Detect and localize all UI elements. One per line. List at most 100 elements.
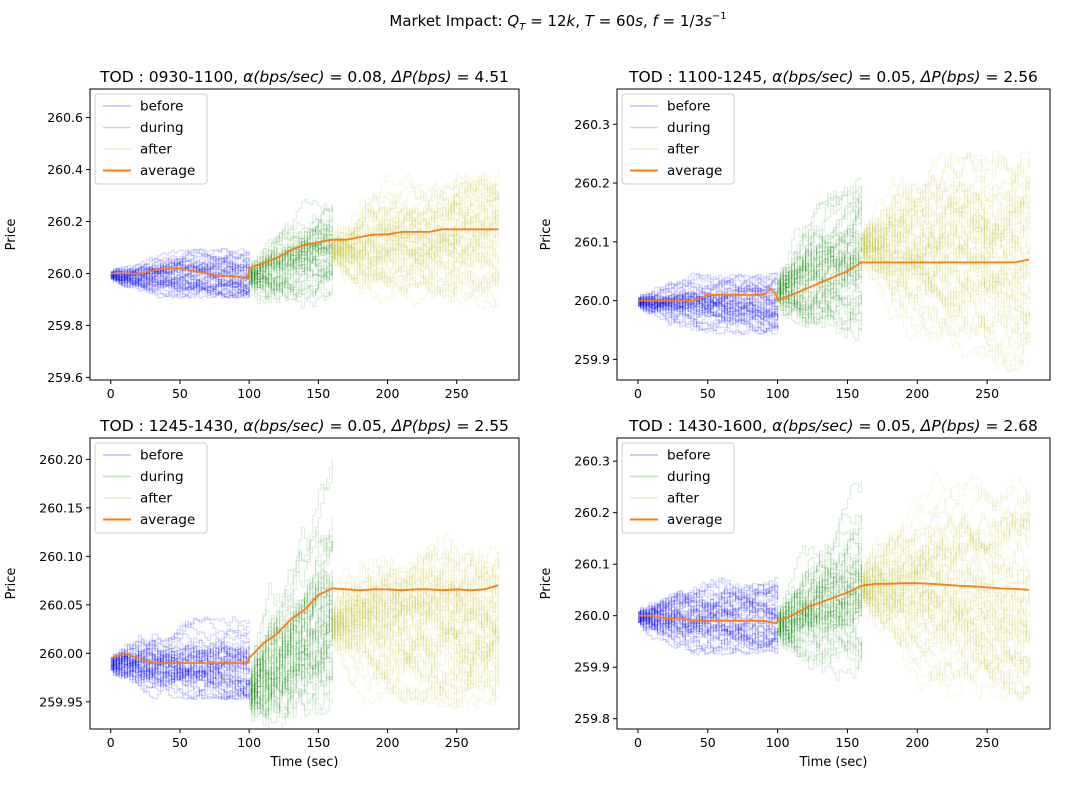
price-path [638,300,779,329]
price-path [249,267,333,298]
price-path [332,581,499,671]
price-path [777,207,862,319]
price-path [777,177,862,283]
price-path [861,200,1030,289]
price-path [249,676,333,729]
x-tick-label: 200 [905,386,929,401]
price-path [861,234,1030,345]
x-tick-label: 100 [766,735,790,750]
price-path [638,591,779,622]
price-path [110,648,250,671]
price-path [638,289,779,309]
price-path [332,201,499,242]
price-path [638,615,779,642]
price-path [110,621,250,667]
price-path [861,491,1030,602]
price-path [861,223,1030,280]
price-path [861,586,1030,687]
panel-title: TOD : 1100-1245, α(bps/sec) = 0.05, ΔP(b… [628,68,1038,86]
price-path [777,544,862,628]
price-path [249,213,333,271]
price-path [861,545,1030,587]
price-path [110,260,250,279]
price-path [249,250,333,285]
price-path [110,643,250,666]
price-path [638,578,779,616]
price-path [332,544,499,624]
price-path [777,288,862,323]
price-path [332,584,499,685]
price-path [249,599,333,701]
price-path [249,247,333,298]
series-during [777,480,862,681]
price-path [110,649,250,676]
y-axis-label: Price [4,219,19,251]
price-path [332,546,499,635]
price-path [332,171,499,262]
y-tick-label: 259.9 [574,352,610,367]
price-path [638,619,779,655]
price-path [110,271,250,288]
price-path [110,274,250,292]
y-axis-label: Price [4,568,19,600]
price-path [777,233,862,297]
price-path [861,235,1030,328]
price-path [638,272,779,318]
price-path [249,226,333,294]
price-path [332,235,499,286]
price-path [861,214,1030,325]
price-path [861,195,1030,295]
price-path [861,536,1030,645]
x-tick-label: 200 [905,735,929,750]
price-path [638,593,779,624]
price-path [332,592,499,688]
price-path [777,600,862,629]
price-path [249,206,333,275]
price-path [861,160,1030,252]
price-path [110,270,250,288]
x-tick-label: 50 [700,735,716,750]
price-path [332,587,499,672]
price-path [861,578,1030,694]
price-path [332,180,499,284]
price-path [861,518,1030,586]
legend-label-during: during [140,120,184,136]
price-path [332,182,499,252]
y-tick-label: 260.3 [574,117,610,132]
x-tick-label: 50 [172,735,188,750]
price-path [249,236,333,304]
price-path [332,253,499,297]
price-path [249,633,333,689]
price-path [638,613,779,652]
price-path [332,556,499,641]
legend: before during after average [94,93,208,185]
price-path [249,234,333,287]
price-path [777,602,862,671]
price-path [638,608,779,636]
price-path [861,225,1030,354]
legend-label-average: average [140,163,195,179]
price-path [638,585,779,618]
price-path [777,578,862,631]
price-path [110,257,250,279]
price-path [861,530,1030,594]
price-path [332,553,499,694]
price-path [332,210,499,272]
y-tick-label: 260.1 [574,234,610,249]
price-path [861,230,1030,302]
x-tick-label: 250 [975,386,999,401]
price-path [249,602,333,696]
price-path [110,270,250,298]
price-path [638,589,779,622]
price-path [110,663,250,696]
price-path [638,609,779,635]
price-path [777,295,862,342]
x-tick-label: 250 [445,386,469,401]
price-path [777,287,862,320]
price-path [777,544,862,621]
x-tick-label: 50 [172,386,188,401]
price-path [638,297,779,314]
price-path [249,575,333,708]
price-path [110,647,250,669]
price-path [249,198,333,270]
